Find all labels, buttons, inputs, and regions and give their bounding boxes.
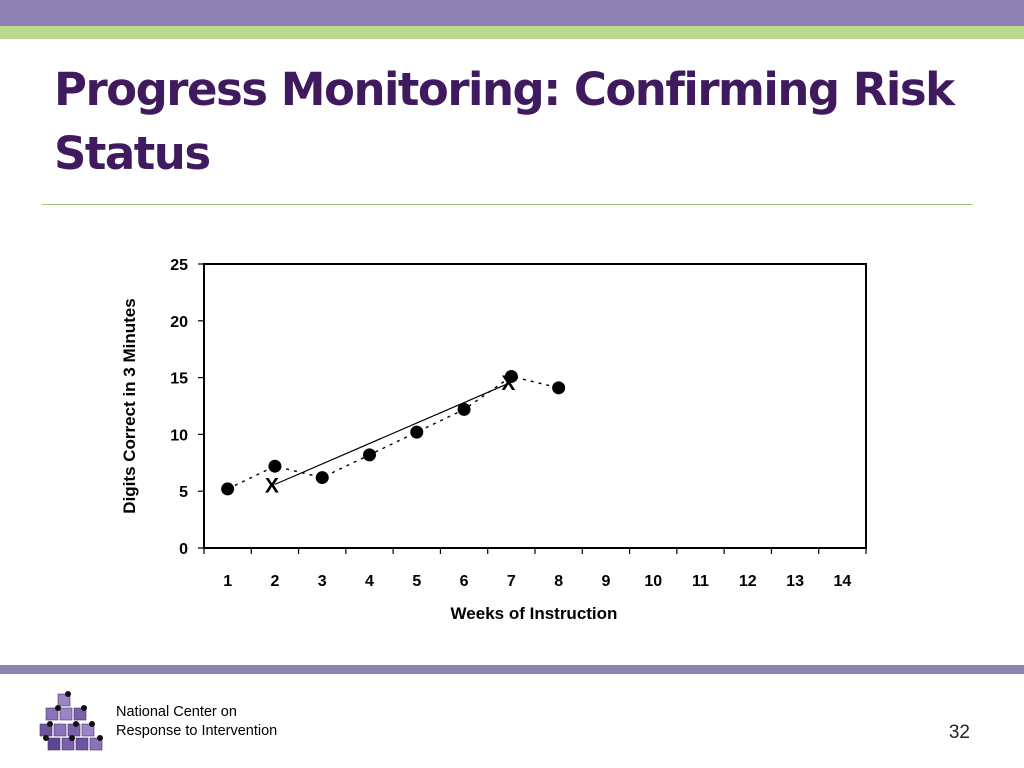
y-tick-label: 5 bbox=[179, 484, 188, 501]
data-point bbox=[504, 369, 518, 383]
bottom-purple-band bbox=[0, 665, 1024, 674]
y-tick-label: 20 bbox=[170, 314, 188, 331]
plot-area bbox=[203, 263, 867, 549]
organization-name: National Center on Response to Intervent… bbox=[116, 703, 376, 741]
trend-x-marker: X bbox=[501, 372, 515, 395]
x-tick-label: 1 bbox=[223, 573, 232, 590]
x-tick-label: 11 bbox=[692, 573, 709, 590]
x-tick-label: 3 bbox=[318, 573, 327, 590]
y-tick-label: 25 bbox=[170, 257, 188, 274]
page-number: 32 bbox=[948, 722, 970, 743]
top-green-band bbox=[0, 26, 1024, 39]
series-line bbox=[227, 375, 559, 490]
x-tick-label: 10 bbox=[644, 573, 662, 590]
data-point bbox=[552, 381, 566, 395]
x-tick-label: 9 bbox=[601, 573, 610, 590]
top-purple-band bbox=[0, 0, 1024, 26]
y-tick-label: 15 bbox=[170, 371, 188, 388]
org-name-line-2: Response to Intervention bbox=[116, 723, 278, 739]
data-point bbox=[221, 482, 235, 496]
data-point bbox=[410, 425, 424, 439]
y-tick-label: 10 bbox=[170, 427, 188, 444]
slide-title: Progress Monitoring: Confirming Risk Sta… bbox=[54, 63, 955, 180]
data-point bbox=[457, 402, 471, 416]
trend-line bbox=[274, 381, 512, 485]
data-point bbox=[268, 459, 282, 473]
x-tick-label: 2 bbox=[270, 573, 279, 590]
x-tick-label: 4 bbox=[365, 573, 374, 590]
x-tick-label: 7 bbox=[507, 573, 516, 590]
x-tick-label: 12 bbox=[739, 573, 757, 590]
data-point bbox=[363, 448, 376, 462]
x-tick-label: 5 bbox=[412, 573, 421, 590]
title-divider bbox=[42, 204, 973, 205]
x-tick-label: 6 bbox=[460, 573, 469, 590]
x-axis-label: Weeks of Instruction bbox=[451, 604, 618, 623]
x-tick-label: 8 bbox=[554, 573, 563, 590]
y-axis-label: Digits Correct in 3 Minutes bbox=[120, 298, 139, 513]
x-tick-label: 13 bbox=[786, 573, 804, 590]
trend-x-marker: X bbox=[265, 474, 279, 497]
data-point bbox=[315, 471, 329, 485]
x-tick-label: 14 bbox=[833, 573, 851, 590]
y-tick-label: 0 bbox=[179, 541, 188, 558]
ncrti-logo bbox=[39, 691, 103, 751]
org-name-line-1: National Center on bbox=[116, 704, 237, 720]
